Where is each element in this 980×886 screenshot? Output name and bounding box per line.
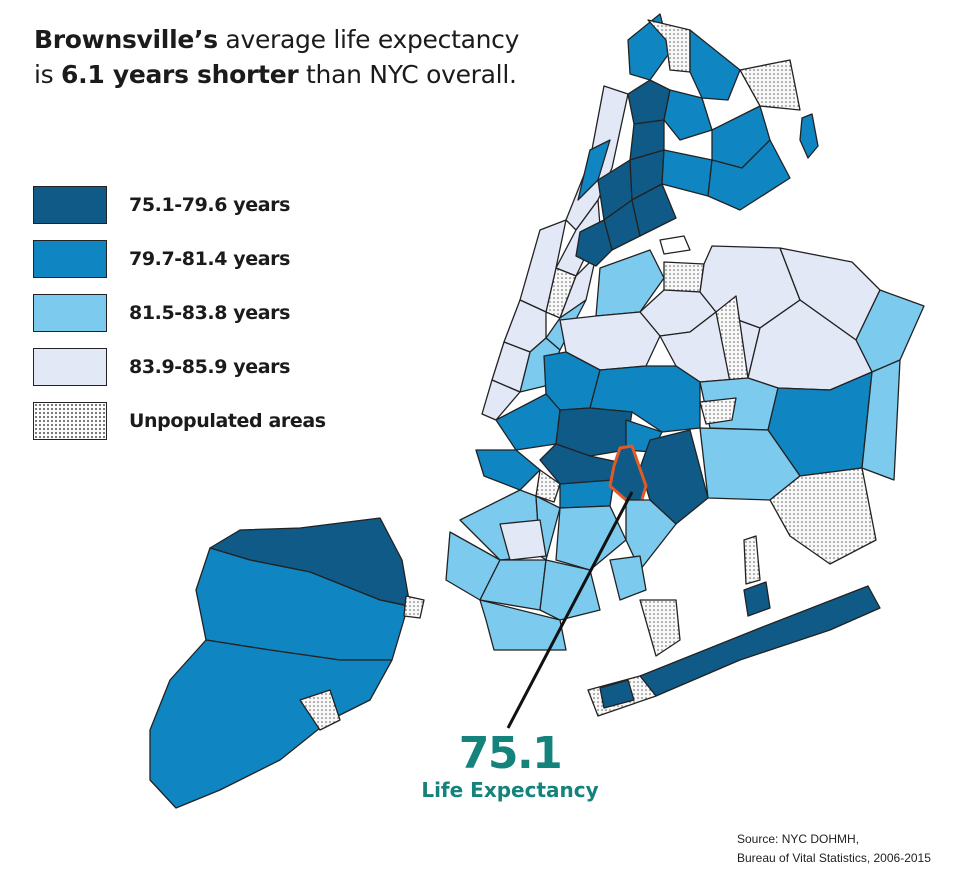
brooklyn-flatlands [555, 505, 627, 571]
bronx-kingsbridge [627, 79, 671, 125]
title-rest-2: than NYC overall. [298, 60, 517, 89]
manhattan-uws [519, 219, 567, 313]
rockaway-peninsula [639, 585, 881, 697]
bronx [575, 13, 801, 267]
title-rest-1: average life expectancy [217, 25, 520, 54]
brooklyn-coney-island [479, 599, 567, 651]
legend-swatch-tier4 [33, 348, 107, 386]
title-bold-place: Brownsville’s [34, 25, 218, 54]
legend-item-tier2: 79.7-81.4 years [33, 232, 326, 286]
source-line-1: Source: NYC DOHMH, [737, 832, 860, 846]
broad-channel-dark [743, 581, 771, 617]
broad-channel [743, 535, 761, 585]
legend-item-tier4: 83.9-85.9 years [33, 340, 326, 394]
bronx-parkchester [661, 149, 713, 197]
callout-leader-line [506, 491, 634, 729]
legend-label-tier1: 75.1-79.6 years [129, 194, 291, 216]
bronx-wakefield [689, 29, 741, 101]
legend-item-tier1: 75.1-79.6 years [33, 178, 326, 232]
city-island-icon-area [799, 113, 819, 159]
brooklyn-sheepshead-bay [539, 559, 601, 621]
source-note: Source: NYC DOHMH, Bureau of Vital Stati… [737, 830, 931, 868]
si-south-shore [149, 639, 393, 809]
legend-swatch-unpopulated [33, 402, 107, 440]
queens-rosedale [861, 359, 901, 481]
legend-label-tier2: 79.7-81.4 years [129, 248, 291, 270]
bronx-williamsbridge [663, 89, 713, 141]
bronx-hunts-point [631, 183, 677, 237]
legend-label-tier4: 83.9-85.9 years [129, 356, 291, 378]
brooklyn-brownsville [608, 444, 648, 508]
breezy-point-dark [599, 679, 635, 709]
legend-swatch-tier1 [33, 186, 107, 224]
rikers-island [659, 235, 691, 255]
si-east-shore-dots [403, 595, 425, 619]
legend-item-tier3: 81.5-83.8 years [33, 286, 326, 340]
brooklyn-kensington [499, 519, 547, 561]
title-line-2: is 6.1 years shorter than NYC overall. [34, 57, 519, 92]
brooklyn-canarsie [625, 499, 677, 571]
title-bold-gap: 6.1 years shorter [61, 60, 299, 89]
bronx-van-cortlandt [647, 19, 691, 73]
title-line-1: Brownsville’s average life expectancy [34, 22, 519, 57]
si-fresh-kills [299, 689, 341, 731]
brooklyn-red-hook [475, 449, 541, 491]
bronx-mott-haven [575, 219, 613, 267]
bronx-riverdale-edge [577, 139, 611, 201]
staten-island [149, 517, 425, 809]
queens-laguardia [663, 261, 705, 293]
rockaways [587, 535, 881, 717]
jamaica-bay-marsh [609, 555, 647, 601]
legend-label-unpopulated: Unpopulated areas [129, 410, 326, 432]
title-start-2: is [34, 60, 62, 89]
floyd-bennett-field [639, 599, 681, 657]
bronx-throgs-neck [707, 139, 791, 211]
legend-swatch-tier2 [33, 240, 107, 278]
legend-label-tier3: 81.5-83.8 years [129, 302, 291, 324]
callout-value: 75.1 [458, 728, 563, 779]
brooklyn-flatbush [559, 479, 615, 509]
map-title: Brownsville’s average life expectancy is… [34, 22, 519, 92]
brooklyn [445, 351, 709, 657]
jfk-airport [769, 467, 877, 565]
source-line-2: Bureau of Vital Statistics, 2006-2015 [737, 851, 931, 865]
callout-label: Life Expectancy [421, 778, 599, 802]
legend-swatch-tier3 [33, 294, 107, 332]
queens-astoria [595, 249, 665, 317]
legend: 75.1-79.6 years 79.7-81.4 years 81.5-83.… [33, 178, 326, 448]
bronx-pelham [739, 59, 801, 111]
queens-cemetery [699, 397, 737, 425]
legend-item-unpopulated: Unpopulated areas [33, 394, 326, 448]
brooklyn-prospect-park [535, 469, 561, 503]
queens [559, 245, 925, 565]
